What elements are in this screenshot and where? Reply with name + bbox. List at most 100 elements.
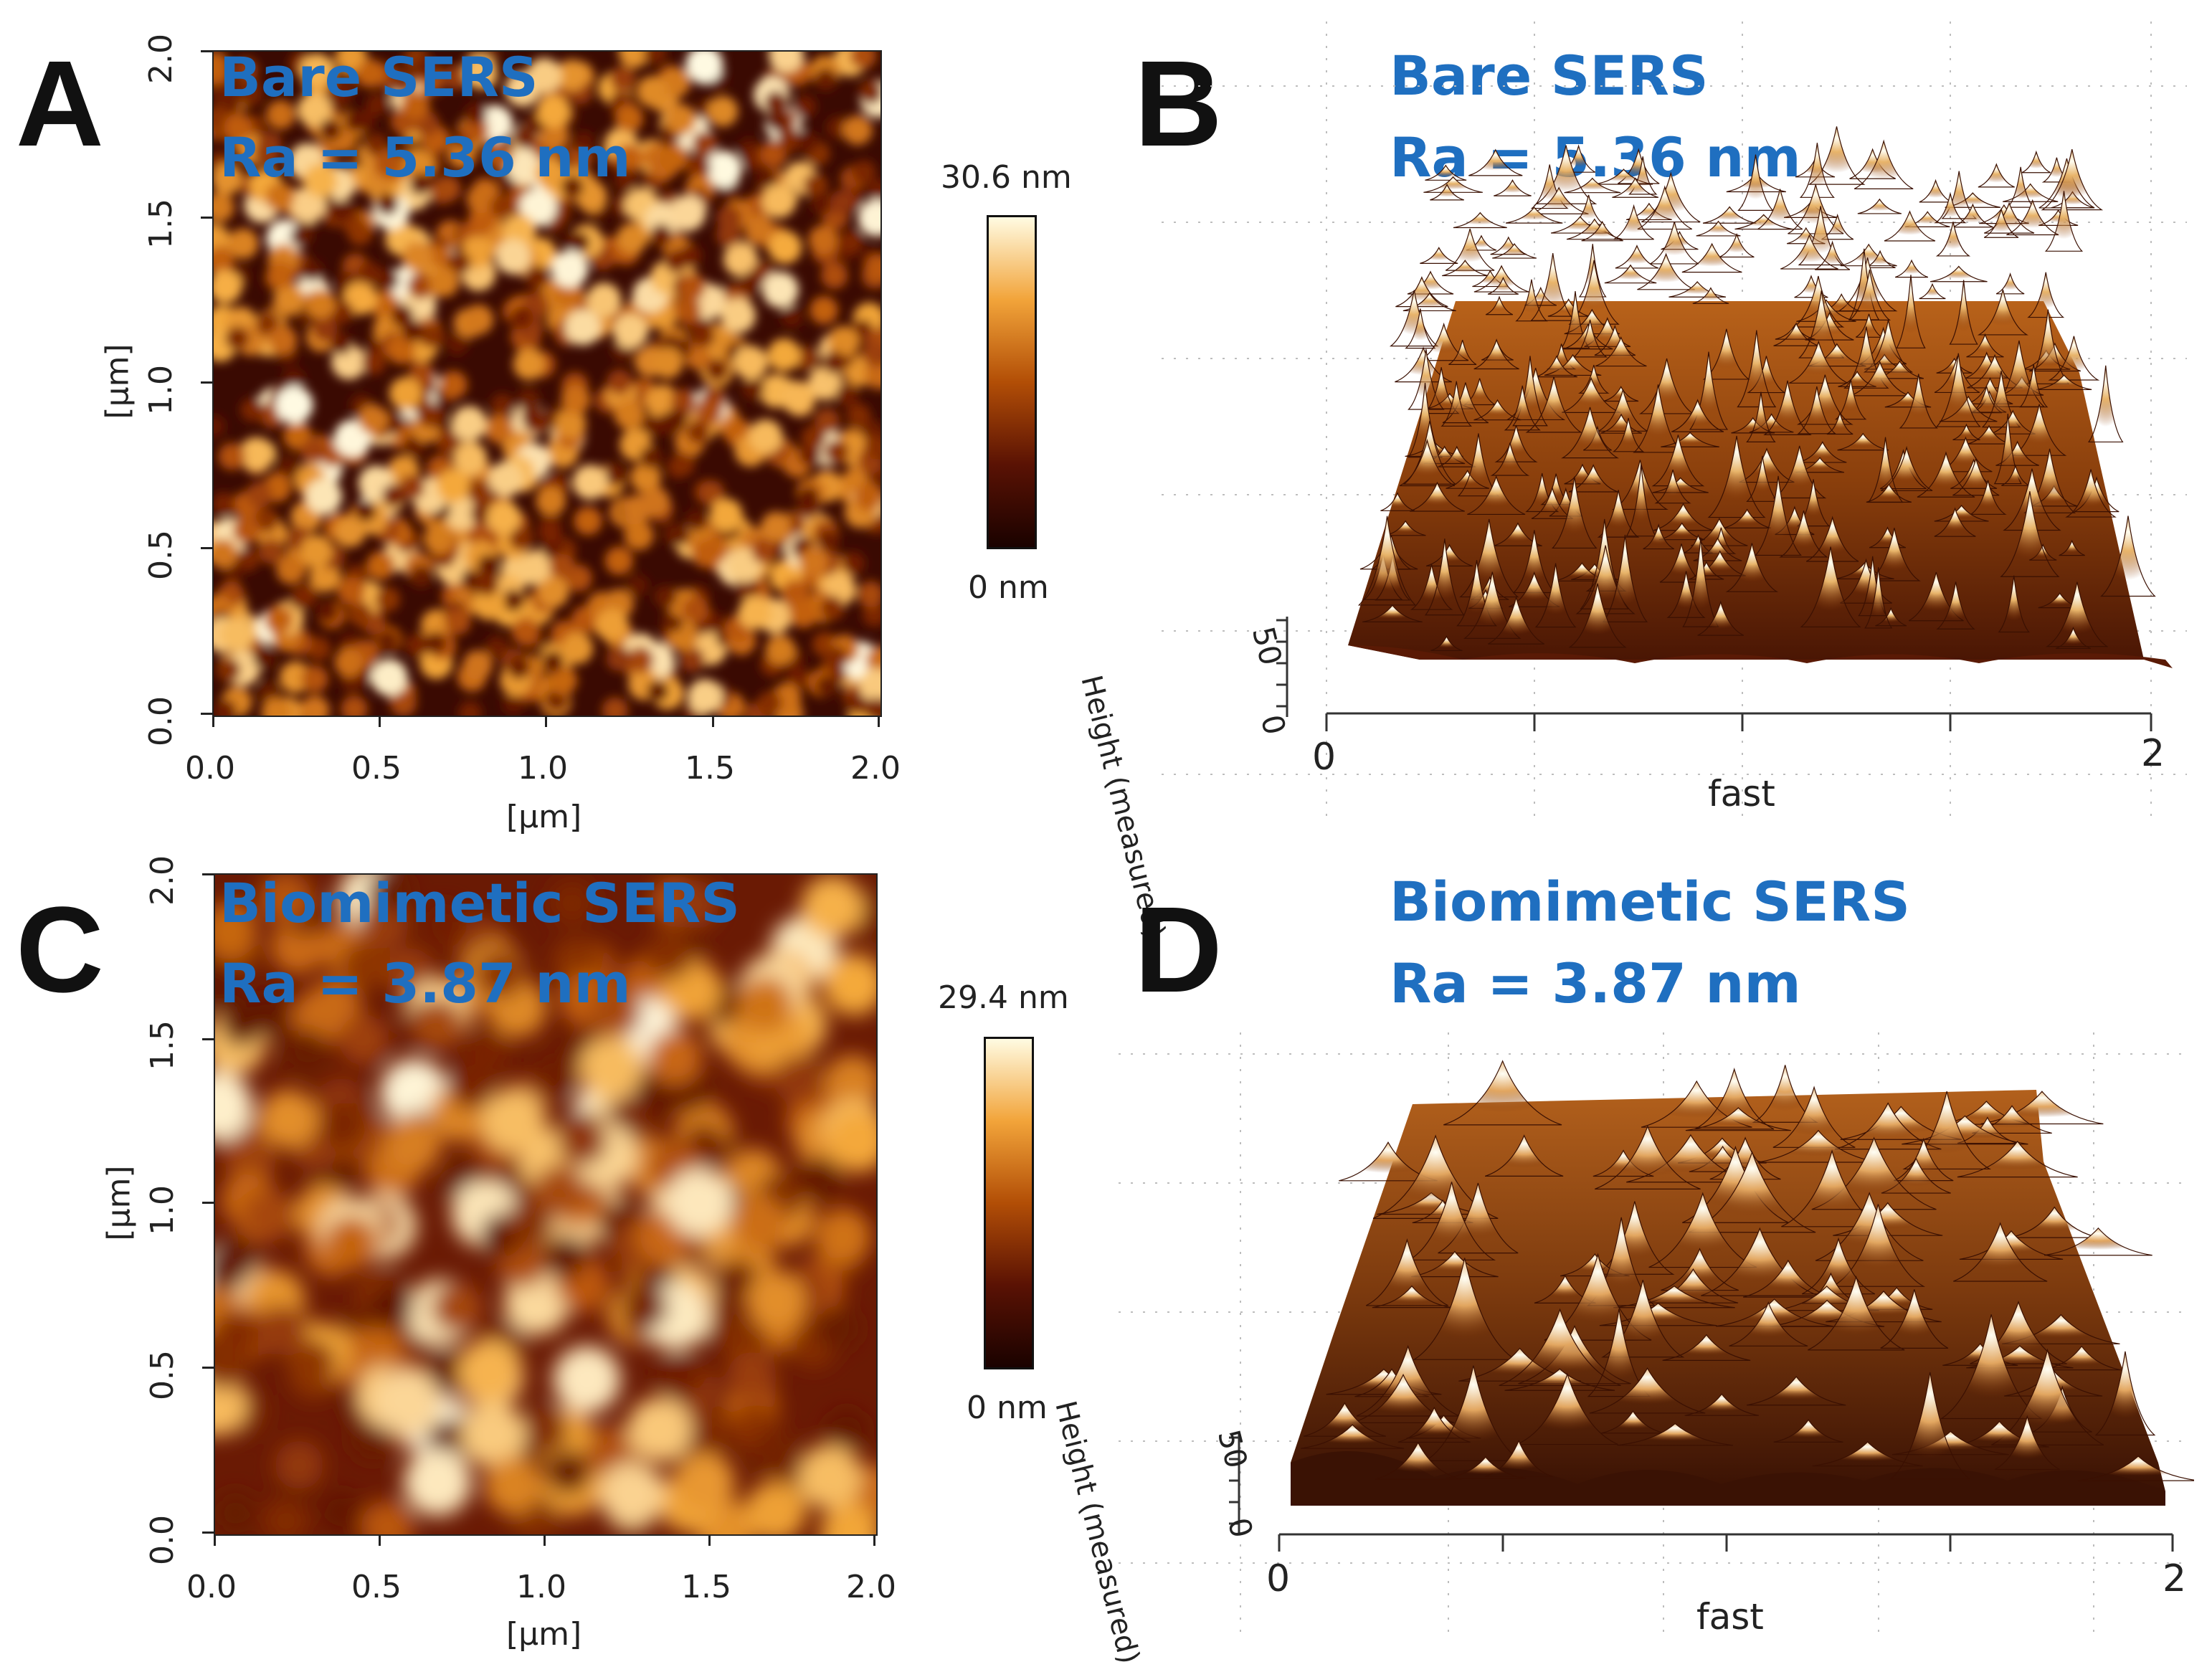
surface-peak [1697,600,1745,636]
grain [602,697,629,716]
grain [376,268,399,291]
grain [572,130,595,153]
grain [467,480,493,505]
grain [255,141,280,167]
grain [458,701,482,716]
surface-peak [2046,581,2109,647]
surface-peak [1864,250,1896,269]
grain [606,646,632,672]
grain [734,346,768,380]
grain [685,52,723,83]
grain [215,1491,257,1534]
grain [366,1283,410,1327]
grain [214,246,234,275]
grain [549,666,578,695]
surface-peak [2011,404,2067,456]
grain [768,230,802,265]
grain [220,617,255,652]
grain [261,697,292,716]
grain [475,571,499,596]
grain [437,469,470,503]
grain [444,608,471,635]
grain [822,351,846,374]
grain [381,484,406,508]
grain [538,520,562,544]
surface-peak [1792,275,1845,328]
grain [359,899,409,949]
surface-peak [1800,546,1861,628]
surface-peak [1935,353,1981,427]
grain [371,659,408,696]
grain [862,341,880,367]
grain [604,463,627,487]
surface-peak [2006,199,2059,236]
grain [224,113,252,142]
tick-label: 2.0 [142,34,179,84]
grain [624,521,654,551]
surface-peak [1467,475,1526,516]
panel-c-x-axis-title: [µm] [506,1616,582,1653]
grain [786,666,810,690]
surface-peak [1969,480,2007,515]
surface-peak [1707,435,1766,518]
surface-peak [1438,445,1476,467]
surface-peak [1935,222,1971,257]
surface-peak [1651,434,1705,487]
surface-peak [1633,384,1684,453]
grain [409,173,432,196]
grain [240,398,265,422]
surface-peak [1534,563,1577,628]
grain [680,647,706,673]
grain [344,110,367,132]
panel-c-title: Biomimetic SERS [219,871,740,935]
grain [614,399,645,429]
surface-peak [1940,1314,2043,1420]
grain [654,585,677,608]
grain [810,295,838,325]
grain [303,163,338,198]
grain [301,260,323,282]
grain [443,65,469,90]
surface-peak [1425,164,1467,181]
surface-plot-bare [1162,22,2187,817]
grain [820,262,848,290]
surface-peak [1889,1372,1971,1480]
surface-plot-b-axes [1276,617,2152,731]
grain [645,931,693,979]
grain [675,1453,736,1513]
grain [288,1339,336,1387]
grain [765,635,796,665]
surface-peak [1648,1192,1757,1268]
grain [233,57,259,82]
tick-label: 0.0 [143,1515,181,1565]
surface-peak [1512,530,1556,594]
tick-label: 1.5 [685,750,735,787]
grain [511,617,539,645]
surface-peak [1702,206,1757,224]
grain [823,954,876,1016]
grain [305,478,342,515]
grain [324,1215,379,1270]
surface-peak [2055,627,2092,650]
grain [727,1352,777,1401]
grain [215,1247,247,1291]
grain [820,596,845,621]
grain [803,173,828,198]
grain [485,141,513,169]
grain [627,574,649,597]
grain [429,267,460,298]
surface-peak [2041,148,2104,211]
grain [490,194,516,219]
grain [609,66,636,92]
surface-peak [1595,336,1647,367]
surface-peak [1515,279,1548,322]
grain [845,690,869,715]
grain [808,366,843,401]
surface-peak [1934,505,1989,522]
surface-peak [1696,220,1741,237]
grain [300,695,330,716]
surface-peak [1424,1365,1523,1461]
grain [361,1501,414,1534]
grain [599,1461,665,1527]
grain [521,404,545,428]
